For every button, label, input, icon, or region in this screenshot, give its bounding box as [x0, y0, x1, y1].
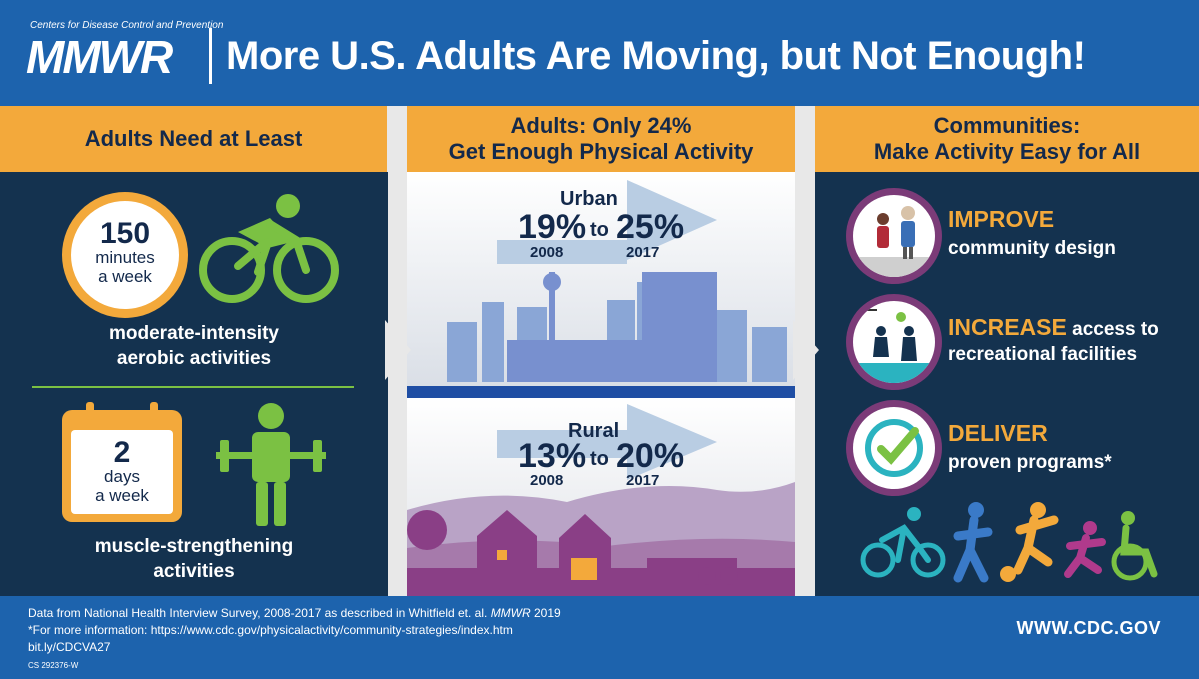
aerobic-caption: moderate-intensity aerobic activities	[0, 322, 388, 371]
aerobic-caption-line1: moderate-intensity	[109, 323, 279, 344]
increase-title: INCREASE access to	[948, 314, 1159, 341]
left-column-title: Adults Need at Least	[0, 106, 387, 172]
rural-year-to: 2017	[626, 472, 660, 489]
footer-short-link[interactable]: bit.ly/CDCVA27	[28, 640, 111, 654]
guideline-divider	[32, 386, 354, 388]
deliver-title: DELIVER	[948, 420, 1048, 446]
left-column-title-text: Adults Need at Least	[84, 125, 303, 151]
header-divider	[209, 28, 212, 84]
rural-farm-illustration	[407, 404, 795, 596]
aerobic-unit-line1: minutes	[95, 248, 155, 267]
urban-to-value: 25%	[616, 208, 685, 246]
footer-source-prefix: Data from National Health Interview Surv…	[28, 606, 491, 620]
document-code: CS 292376-W	[28, 661, 79, 670]
increase-title-word: INCREASE	[948, 314, 1067, 340]
urban-label: Urban	[560, 188, 618, 210]
right-title-line2: Make Activity Easy for All	[873, 139, 1141, 164]
urban-year-from: 2008	[530, 244, 564, 261]
chevron-right-icon-2	[793, 320, 819, 380]
soccer-player-icon	[1000, 502, 1059, 582]
rural-year-from: 2008	[530, 472, 564, 489]
strength-caption-line2: activities	[153, 560, 235, 582]
urban-from-value: 19%	[518, 208, 587, 246]
middle-title-line1: Adults: Only 24%	[510, 112, 692, 138]
activity-people-icons	[860, 502, 1158, 583]
increase-subtitle: recreational facilities	[948, 344, 1138, 365]
right-title-line1: Communities:	[933, 112, 1081, 138]
aerobic-number: 150	[99, 217, 151, 250]
rural-to-word: to	[590, 448, 609, 470]
aerobic-caption-line2: aerobic activities	[116, 347, 272, 369]
rural-to-value: 20%	[616, 437, 685, 475]
increase-title-suffix: access to	[1066, 319, 1159, 340]
wheelchair-user-icon	[1111, 511, 1158, 581]
middle-title-line2: Get Enough Physical Activity	[448, 139, 754, 164]
basketball-facility-icon	[846, 294, 942, 390]
footer-source-mmwr: MMWR	[490, 606, 531, 620]
footer-more-info-link[interactable]: *For more information: https://www.cdc.g…	[28, 623, 513, 637]
cdc-website-link[interactable]: WWW.CDC.GOV	[1016, 618, 1161, 638]
strength-caption: muscle-strengthening activities	[0, 535, 388, 584]
checkmark-icon	[846, 400, 942, 496]
strength-number: 2	[113, 436, 131, 469]
improve-subtitle: community design	[948, 238, 1116, 259]
community-design-icon	[846, 188, 942, 284]
middle-column-title: Adults: Only 24% Get Enough Physical Act…	[407, 106, 795, 172]
strength-unit-line1: days	[104, 467, 140, 486]
strength-caption-line1: muscle-strengthening	[94, 536, 294, 557]
footer-source-year: 2019	[530, 606, 561, 620]
cyclist-icon	[199, 194, 339, 303]
weightlifter-icon	[216, 403, 326, 526]
rural-label: Rural	[568, 420, 620, 442]
aerobic-unit-line2: a week	[98, 266, 152, 286]
deliver-subtitle: proven programs*	[948, 452, 1112, 473]
urban-skyline-illustration	[407, 180, 795, 398]
rural-from-value: 13%	[518, 437, 587, 475]
header: Centers for Disease Control and Preventi…	[0, 0, 1199, 106]
mmwr-logo: MMWR	[26, 31, 173, 83]
runner-icon	[1064, 521, 1106, 578]
strength-unit-line2: a week	[95, 485, 149, 505]
calendar-icon: 2 days a week	[62, 402, 182, 522]
urban-year-to: 2017	[626, 244, 660, 261]
urban-to-word: to	[590, 219, 609, 241]
headline: More U.S. Adults Are Moving, but Not Eno…	[226, 34, 1086, 78]
cyclist-small-icon	[860, 507, 946, 578]
chevron-right-icon	[385, 320, 411, 380]
improve-title: IMPROVE	[948, 206, 1055, 232]
clock-icon: 150 minutes a week	[62, 192, 188, 318]
footer: Data from National Health Interview Surv…	[0, 596, 1199, 679]
footer-source: Data from National Health Interview Surv…	[28, 606, 561, 620]
walker-icon	[953, 502, 993, 583]
right-column-title: Communities: Make Activity Easy for All	[815, 106, 1199, 172]
agency-name: Centers for Disease Control and Preventi…	[30, 20, 224, 31]
